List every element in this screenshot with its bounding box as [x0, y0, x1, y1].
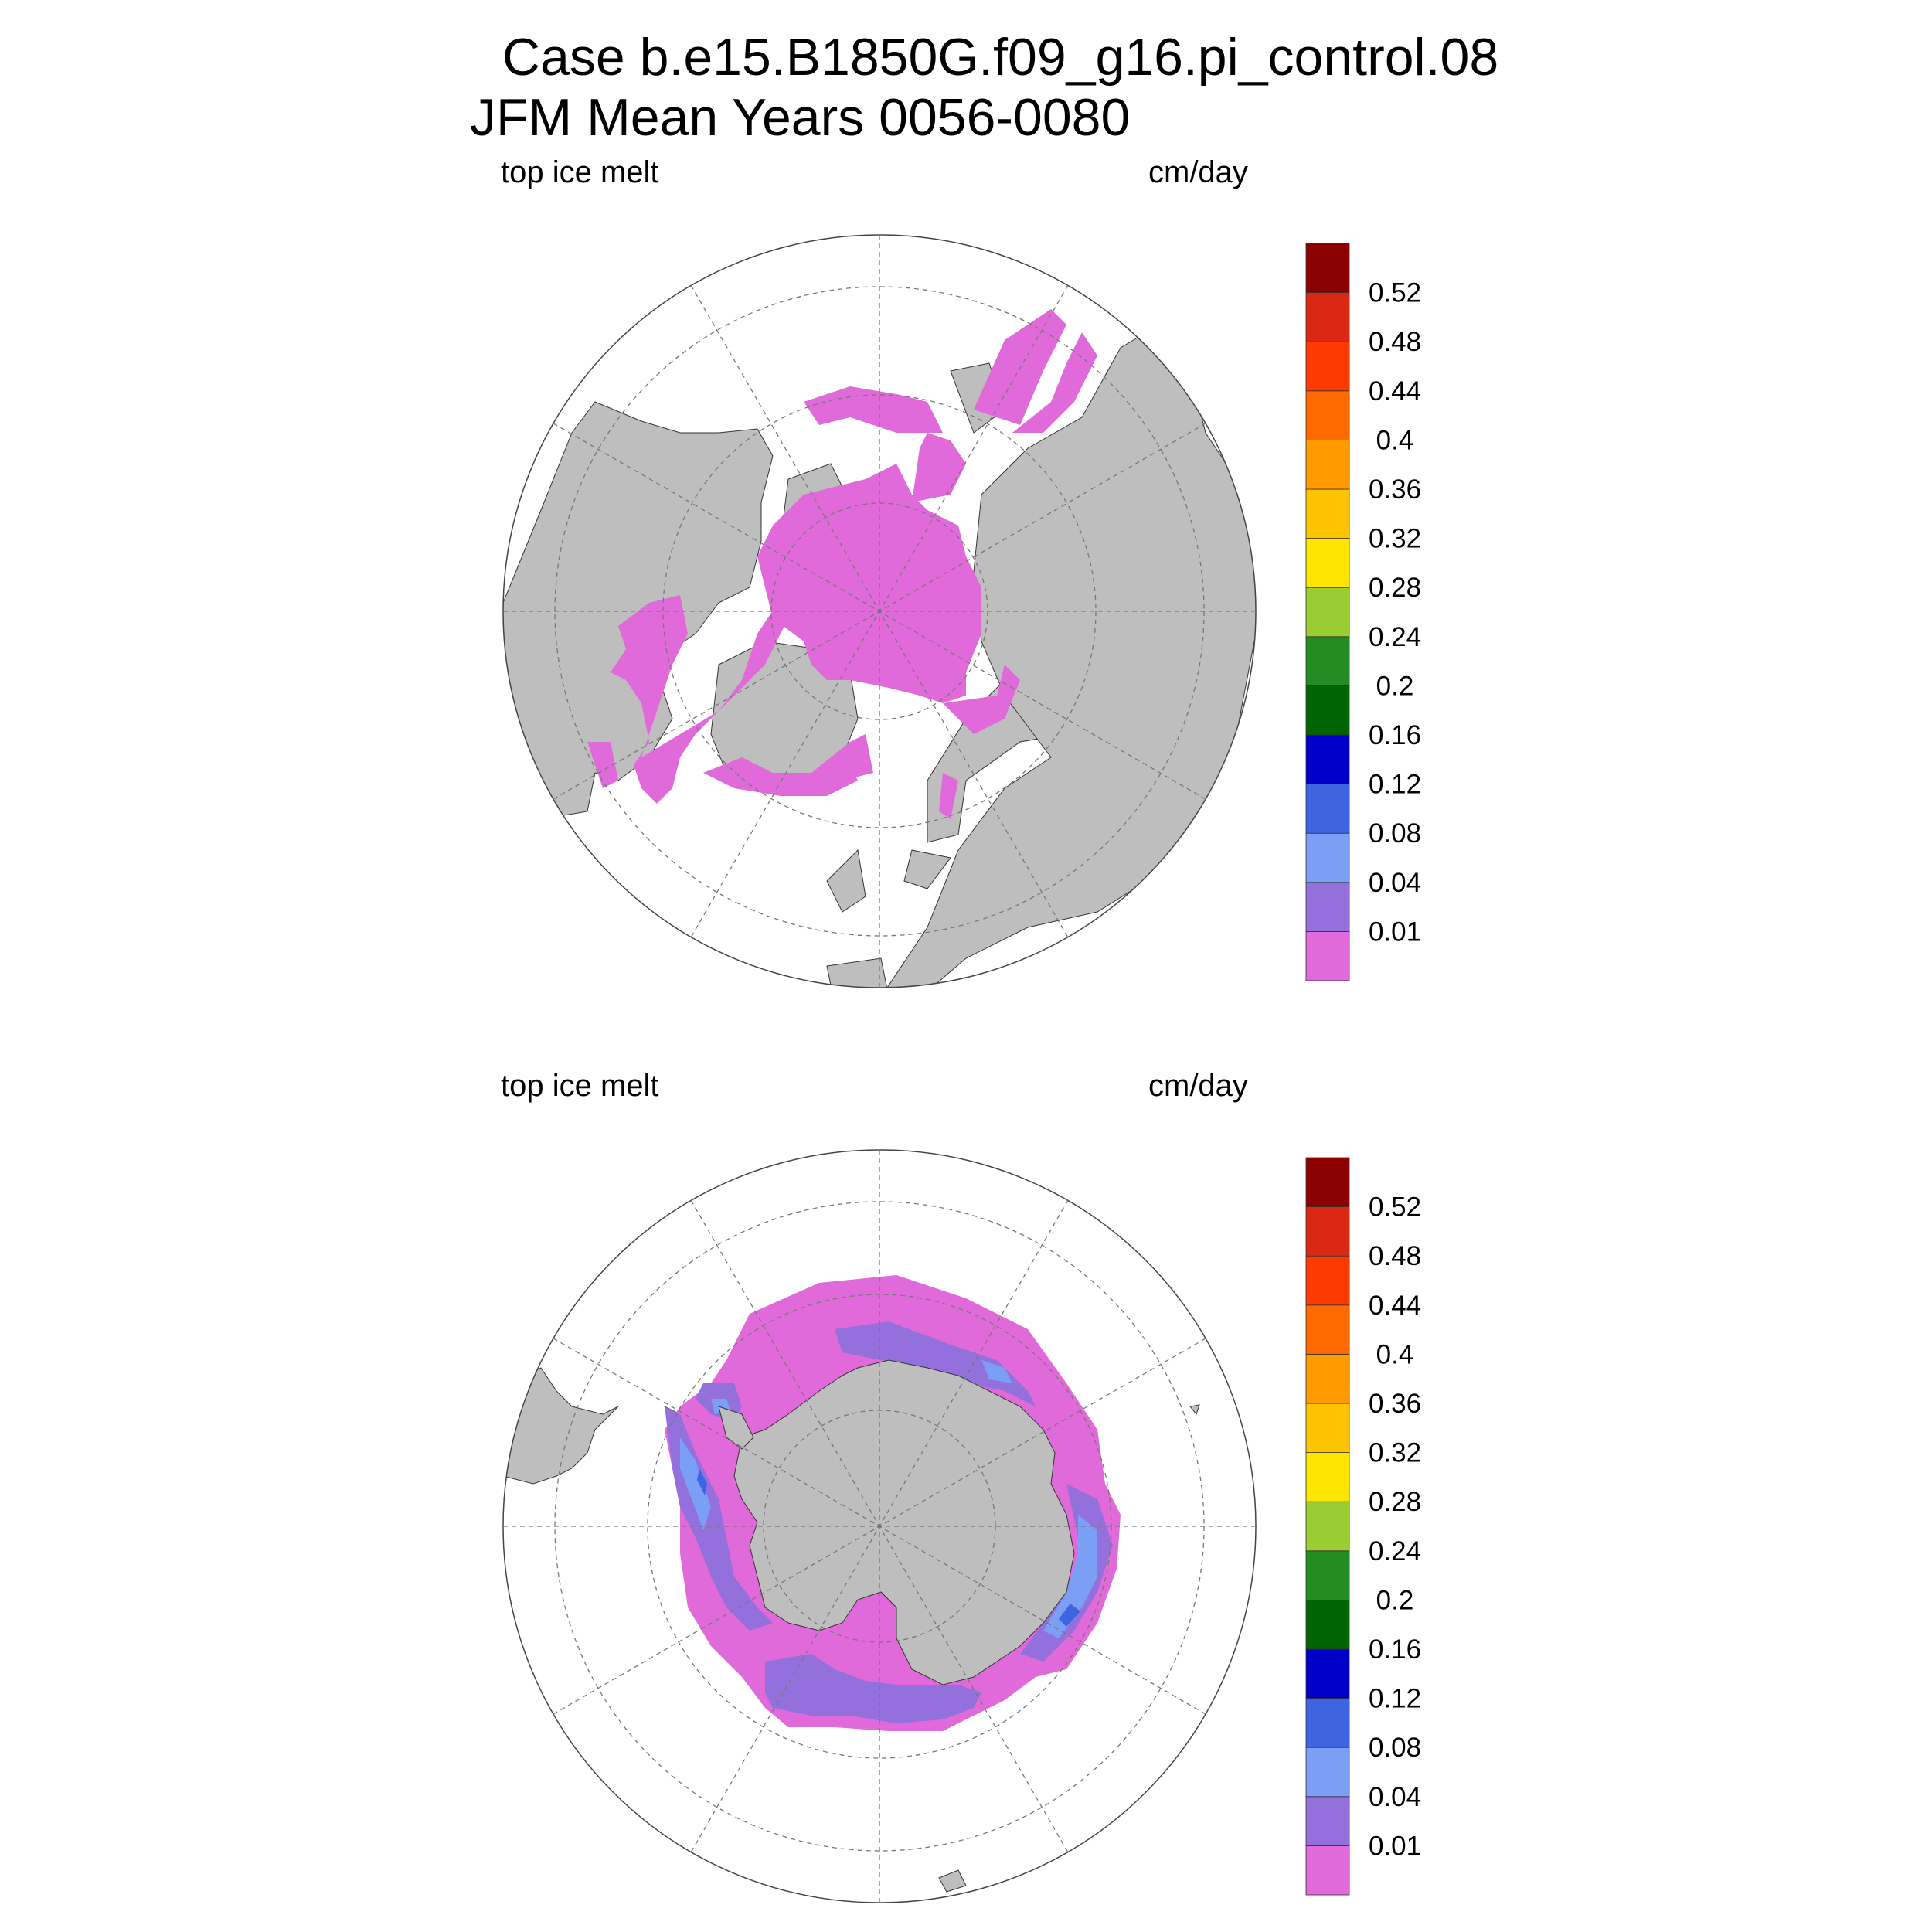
- top-colorbar-box: [1305, 538, 1350, 588]
- bottom-colorbar-box: [1305, 1304, 1350, 1355]
- north-graticule: [503, 235, 1256, 988]
- bottom-colorbar-box: [1305, 1206, 1350, 1257]
- bottom-colorbar-box: [1305, 1255, 1350, 1306]
- top-colorbar-tick-label: 0.44: [1369, 376, 1421, 406]
- top-colorbar-box: [1305, 636, 1350, 686]
- bottom-colorbar-tick-label: 0.28: [1369, 1487, 1421, 1517]
- bottom-colorbar-box: [1305, 1648, 1350, 1699]
- bottom-colorbar-box: [1305, 1599, 1350, 1650]
- south-polar-map: [502, 1149, 1257, 1903]
- bottom-panel-field-label: top ice melt: [501, 1069, 659, 1103]
- bottom-colorbar-tick-label: 0.44: [1369, 1291, 1421, 1321]
- bottom-colorbar-box: [1305, 1354, 1350, 1404]
- top-colorbar-tick-label: 0.08: [1369, 818, 1421, 849]
- top-colorbar-box: [1305, 587, 1350, 638]
- top-colorbar-tick-label: 0.48: [1369, 327, 1421, 357]
- top-colorbar-box: [1305, 832, 1350, 883]
- bottom-colorbar-box: [1305, 1698, 1350, 1748]
- bottom-colorbar-box: [1305, 1747, 1350, 1798]
- figure-title-line2: JFM Mean Years 0056-0080: [470, 88, 1131, 147]
- top-colorbar-box: [1305, 440, 1350, 490]
- top-colorbar-tick-label: 0.28: [1369, 573, 1421, 603]
- south-america-land: [503, 1367, 619, 1485]
- bottom-colorbar-tick-label: 0.01: [1369, 1831, 1421, 1861]
- figure-title-line1: Case b.e15.B1850G.f09_g16.pi_control.08: [502, 28, 1499, 87]
- bottom-colorbar-tick-label: 0.32: [1369, 1438, 1421, 1468]
- bottom-colorbar-tick-label: 0.08: [1369, 1733, 1421, 1763]
- top-panel-units-label: cm/day: [1148, 155, 1248, 189]
- bottom-colorbar-tick-label: 0.48: [1369, 1241, 1421, 1271]
- bottom-panel-units-label: cm/day: [1148, 1069, 1248, 1103]
- top-colorbar-box: [1305, 882, 1350, 932]
- south-graticule: [503, 1150, 1256, 1903]
- top-colorbar-tick-label: 0.12: [1369, 770, 1421, 800]
- top-colorbar-tick-label: 0.16: [1369, 720, 1421, 750]
- top-colorbar-tick-label: 0.32: [1369, 524, 1421, 554]
- top-colorbar-tick-label: 0.24: [1369, 622, 1421, 652]
- top-colorbar-tick-label: 0.4: [1376, 425, 1414, 455]
- bottom-colorbar-box: [1305, 1845, 1350, 1896]
- bottom-colorbar-box: [1305, 1403, 1350, 1453]
- bottom-colorbar-tick-label: 0.04: [1369, 1782, 1421, 1812]
- top-colorbar-box: [1305, 685, 1350, 736]
- south-melt-class3: [697, 1468, 1080, 1627]
- top-colorbar-box: [1305, 734, 1350, 784]
- bottom-colorbar-box: [1305, 1452, 1350, 1502]
- top-colorbar-tick-label: 0.2: [1376, 671, 1414, 701]
- bottom-colorbar-tick-label: 0.36: [1369, 1389, 1421, 1419]
- top-panel-field-label: top ice melt: [501, 155, 659, 189]
- top-colorbar-tick-label: 0.01: [1369, 917, 1421, 947]
- top-colorbar-tick-label: 0.36: [1369, 474, 1421, 505]
- top-colorbar-box: [1305, 488, 1350, 539]
- bottom-colorbar-box: [1305, 1550, 1350, 1600]
- north-polar-map: [502, 234, 1257, 988]
- top-colorbar-tick-label: 0.04: [1369, 868, 1421, 898]
- bottom-colorbar-tick-label: 0.24: [1369, 1536, 1421, 1566]
- top-colorbar-box: [1305, 390, 1350, 440]
- top-colorbar-box: [1305, 784, 1350, 834]
- top-colorbar: 0.01 0.04 0.08 0.12 0.16 0.2 0.24 0.28 0.32 0.36 0…: [1305, 243, 1421, 981]
- bottom-colorbar-tick-label: 0.52: [1369, 1192, 1421, 1223]
- bottom-colorbar-tick-label: 0.16: [1369, 1634, 1421, 1665]
- bottom-colorbar-box: [1305, 1157, 1350, 1207]
- bottom-colorbar-tick-label: 0.12: [1369, 1684, 1421, 1714]
- bottom-colorbar-box: [1305, 1501, 1350, 1552]
- north-melt-field: [587, 309, 1097, 819]
- south-melt-class2: [680, 1360, 1097, 1638]
- bottom-colorbar-box: [1305, 1796, 1350, 1846]
- top-colorbar-tick-label: 0.52: [1369, 278, 1421, 308]
- bottom-colorbar-tick-label: 0.4: [1376, 1339, 1414, 1369]
- top-colorbar-box: [1305, 243, 1350, 293]
- antarctica-land: [733, 1359, 1075, 1685]
- bottom-colorbar: 0.01 0.04 0.08 0.12 0.16 0.2 0.24 0.28 0.32 0.36 0…: [1305, 1157, 1421, 1896]
- top-colorbar-box: [1305, 292, 1350, 342]
- bottom-colorbar-tick-label: 0.2: [1376, 1585, 1414, 1615]
- top-colorbar-box: [1305, 341, 1350, 392]
- top-colorbar-box: [1305, 931, 1350, 981]
